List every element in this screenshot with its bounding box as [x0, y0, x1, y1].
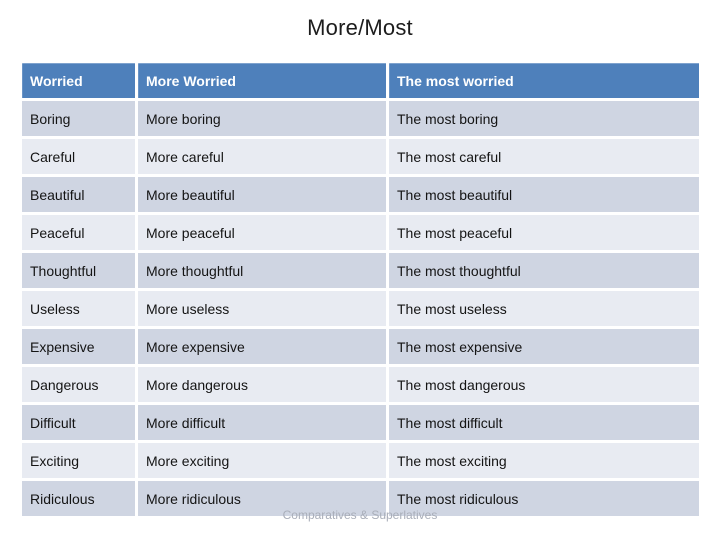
table-cell: More useless: [138, 291, 386, 326]
table-row: Careful More careful The most careful: [22, 139, 699, 174]
table-row: Exciting More exciting The most exciting: [22, 443, 699, 478]
table-cell: Exciting: [22, 443, 135, 478]
table-row: Expensive More expensive The most expens…: [22, 329, 699, 364]
table-cell: The most useless: [389, 291, 699, 326]
table-cell: Ridiculous: [22, 481, 135, 516]
table-cell: The most dangerous: [389, 367, 699, 402]
table-cell: Thoughtful: [22, 253, 135, 288]
table-cell: Dangerous: [22, 367, 135, 402]
table-cell: More dangerous: [138, 367, 386, 402]
table-cell: The most boring: [389, 101, 699, 136]
table-header-row: Worried More Worried The most worried: [22, 63, 699, 98]
table-cell: More peaceful: [138, 215, 386, 250]
slide-title: More/Most: [307, 15, 413, 40]
table-cell: Beautiful: [22, 177, 135, 212]
table-cell: The most expensive: [389, 329, 699, 364]
table-cell: Expensive: [22, 329, 135, 364]
table-cell: More thoughtful: [138, 253, 386, 288]
table-cell: Careful: [22, 139, 135, 174]
footer-caption: Comparatives & Superlatives: [282, 508, 438, 522]
table-cell: The most beautiful: [389, 177, 699, 212]
table-cell: More careful: [138, 139, 386, 174]
table-row: Beautiful More beautiful The most beauti…: [22, 177, 699, 212]
comparatives-table: Worried More Worried The most worried Bo…: [22, 63, 699, 516]
table-cell: Peaceful: [22, 215, 135, 250]
table-row: Dangerous More dangerous The most danger…: [22, 367, 699, 402]
table-cell: More difficult: [138, 405, 386, 440]
table-row: Peaceful More peaceful The most peaceful: [22, 215, 699, 250]
table-cell: More exciting: [138, 443, 386, 478]
table-cell: Useless: [22, 291, 135, 326]
table-body: Boring More boring The most boring Caref…: [22, 101, 699, 516]
table-cell: The most ridiculous: [389, 481, 699, 516]
table-cell: The most thoughtful: [389, 253, 699, 288]
table-row: Useless More useless The most useless: [22, 291, 699, 326]
table-cell: The most exciting: [389, 443, 699, 478]
table-cell: The most careful: [389, 139, 699, 174]
table-cell: More expensive: [138, 329, 386, 364]
table-cell: More boring: [138, 101, 386, 136]
table-cell: More ridiculous: [138, 481, 386, 516]
table-row: Boring More boring The most boring: [22, 101, 699, 136]
table-row: Difficult More difficult The most diffic…: [22, 405, 699, 440]
header-cell-superlative: The most worried: [389, 63, 699, 98]
table-cell: The most difficult: [389, 405, 699, 440]
header-cell-comparative: More Worried: [138, 63, 386, 98]
table-cell: Difficult: [22, 405, 135, 440]
table-cell: The most peaceful: [389, 215, 699, 250]
header-cell-adjective: Worried: [22, 63, 135, 98]
table-row: Ridiculous More ridiculous The most ridi…: [22, 481, 699, 516]
table-cell: More beautiful: [138, 177, 386, 212]
table-row: Thoughtful More thoughtful The most thou…: [22, 253, 699, 288]
table-cell: Boring: [22, 101, 135, 136]
